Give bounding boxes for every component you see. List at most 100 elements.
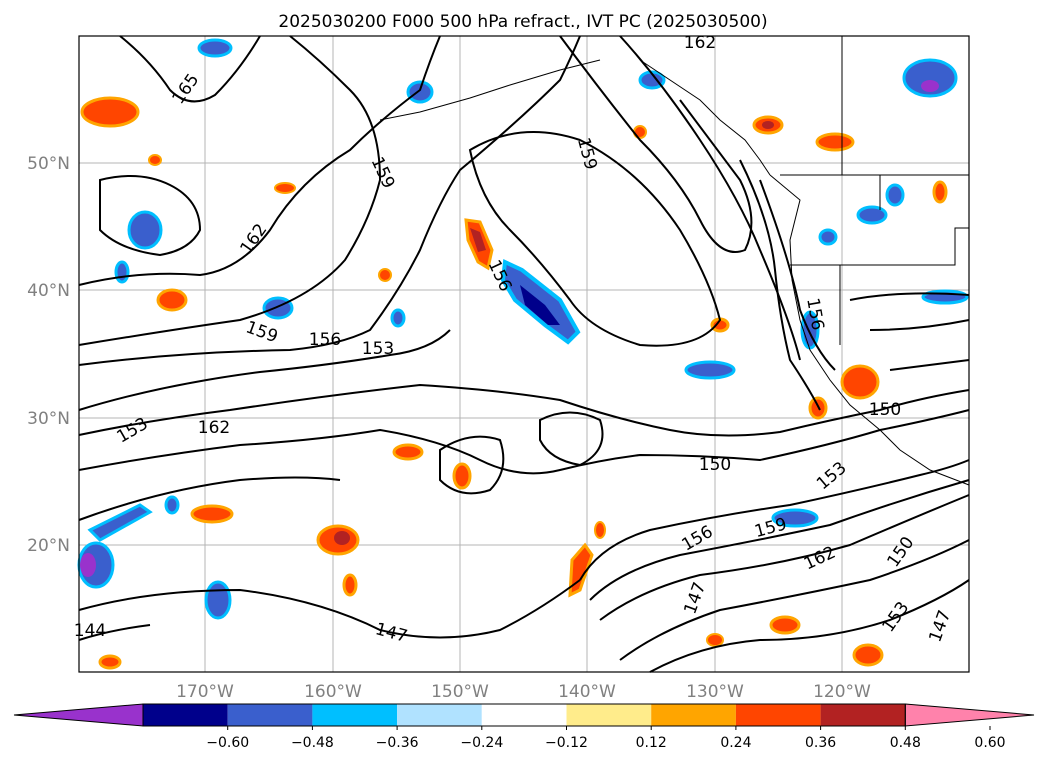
contour-156 [78, 35, 581, 366]
colorbar-segment [481, 704, 567, 726]
contour-label: 144 [74, 621, 106, 641]
negative-anomaly-patch [921, 80, 939, 92]
positive-anomaly-patch [80, 96, 140, 128]
contour-jet-5 [649, 579, 970, 673]
longitude-labels: 170°W 160°W 150°W 140°W 130°W 120°W [176, 682, 871, 702]
colorbar-segment [312, 704, 398, 726]
contours [78, 35, 970, 673]
positive-anomaly-patch [378, 268, 392, 282]
negative-anomaly-patch [520, 285, 560, 325]
negative-anomaly-patch [406, 80, 434, 104]
negative-anomaly-patch [771, 508, 819, 528]
contour-ring-3 [559, 35, 753, 253]
negative-anomaly-patch [127, 210, 163, 250]
contour-east-3 [889, 359, 970, 371]
coastline [639, 59, 771, 176]
coastline [769, 174, 970, 486]
contour-east-1 [849, 292, 970, 301]
latitude-labels: 50°N 40°N 30°N 20°N [27, 154, 70, 556]
contour-jet-1 [579, 459, 970, 581]
longitude-label: 150°W [431, 682, 489, 702]
colorbar-segment [397, 704, 482, 726]
negative-anomaly-patch [197, 38, 233, 58]
negative-anomaly-patch [390, 308, 406, 328]
positive-anomaly-patch [334, 531, 350, 545]
colorbar-tick-label: 0.24 [720, 735, 751, 751]
colorbar-tick-label: −0.24 [460, 735, 503, 751]
negative-anomaly-patch [684, 360, 736, 380]
positive-anomaly-patch [769, 615, 801, 635]
negative-anomaly-patch [87, 503, 153, 542]
contour-153 [78, 329, 451, 411]
colorbar-tick-label: 0.12 [636, 735, 667, 751]
colorbar-segment [143, 704, 228, 726]
map-frame [78, 35, 970, 673]
contour-label: 162 [198, 418, 230, 438]
negative-anomaly-patch [164, 495, 180, 515]
contour-ring-1 [468, 131, 722, 347]
negative-anomaly-patch [856, 205, 888, 225]
contour-159-loop2 [539, 411, 604, 467]
positive-anomaly-patch [594, 521, 606, 539]
positive-anomaly-patch [762, 121, 774, 129]
contour-165 [119, 35, 261, 103]
contour-147 [78, 579, 581, 639]
positive-anomaly-patch [342, 573, 358, 597]
contour-jet-4 [619, 539, 970, 661]
latitude-label: 30°N [27, 409, 70, 429]
contour-150b [78, 409, 970, 475]
contour-153-band [78, 476, 341, 521]
negative-anomaly-patch [114, 260, 130, 284]
contour-162 [78, 35, 441, 286]
coastlines [379, 36, 970, 486]
map-title: 2025030200 F000 500 hPa refract., IVT PC… [278, 12, 767, 32]
positive-anomaly-patch [470, 228, 486, 252]
longitude-label: 130°W [686, 682, 744, 702]
longitude-label: 120°W [813, 682, 871, 702]
colorbar-tick-label: −0.36 [376, 735, 419, 751]
positive-anomaly-patch [148, 154, 162, 166]
positive-anomaly-patch [852, 643, 884, 667]
state-border [790, 227, 969, 266]
positive-anomaly-patch [156, 288, 188, 312]
colorbar-outline [142, 703, 906, 727]
colorbar-segment [735, 704, 821, 726]
colorbar-segment [566, 704, 652, 726]
contour-label: 162 [684, 33, 716, 53]
longitude-label: 160°W [304, 682, 362, 702]
contour-159-north [78, 35, 382, 346]
contour-144 [78, 624, 151, 641]
contour-east-2 [869, 319, 970, 331]
positive-anomaly-patch [815, 132, 855, 152]
contour-label: 156 [309, 330, 341, 350]
positive-anomaly-patch [452, 462, 472, 490]
contour-jet-3 [599, 494, 970, 621]
contour-150 [78, 383, 970, 437]
longitude-label: 140°W [558, 682, 616, 702]
colorbar-extend-low [13, 703, 144, 727]
negative-anomaly-patch [818, 228, 838, 246]
contour-ring-4 [739, 159, 821, 411]
colorbar-tick-label: 0.48 [890, 735, 921, 751]
positive-anomaly-patch [392, 443, 424, 461]
colorbar-segment [651, 704, 736, 726]
colorbar-tick-label: 0.36 [805, 735, 836, 751]
negative-anomaly-patch [204, 580, 232, 620]
negative-anomaly-patch [902, 58, 958, 98]
positive-anomaly-patch [274, 182, 296, 194]
contour-ring-2 [619, 35, 801, 361]
longitude-label: 170°W [176, 682, 234, 702]
latitude-label: 20°N [27, 536, 70, 556]
positive-anomaly-patch [840, 364, 880, 400]
contour-label: 150 [699, 455, 731, 475]
negative-anomaly-patch [638, 70, 666, 90]
negative-anomaly-patch [885, 183, 905, 207]
colorbar-extend-high [904, 703, 1035, 727]
colorbar-tick-label: −0.48 [291, 735, 334, 751]
latitude-label: 40°N [27, 281, 70, 301]
contour-west-lobe [99, 175, 202, 257]
colorbar-segment [820, 704, 906, 726]
colorbar-tick-label: 0.60 [974, 735, 1005, 751]
negative-anomaly-patch [80, 553, 96, 577]
colorbar: −0.60 −0.48 −0.36 −0.24 −0.12 0.12 0.24 0.36 0.4… [13, 703, 1035, 751]
